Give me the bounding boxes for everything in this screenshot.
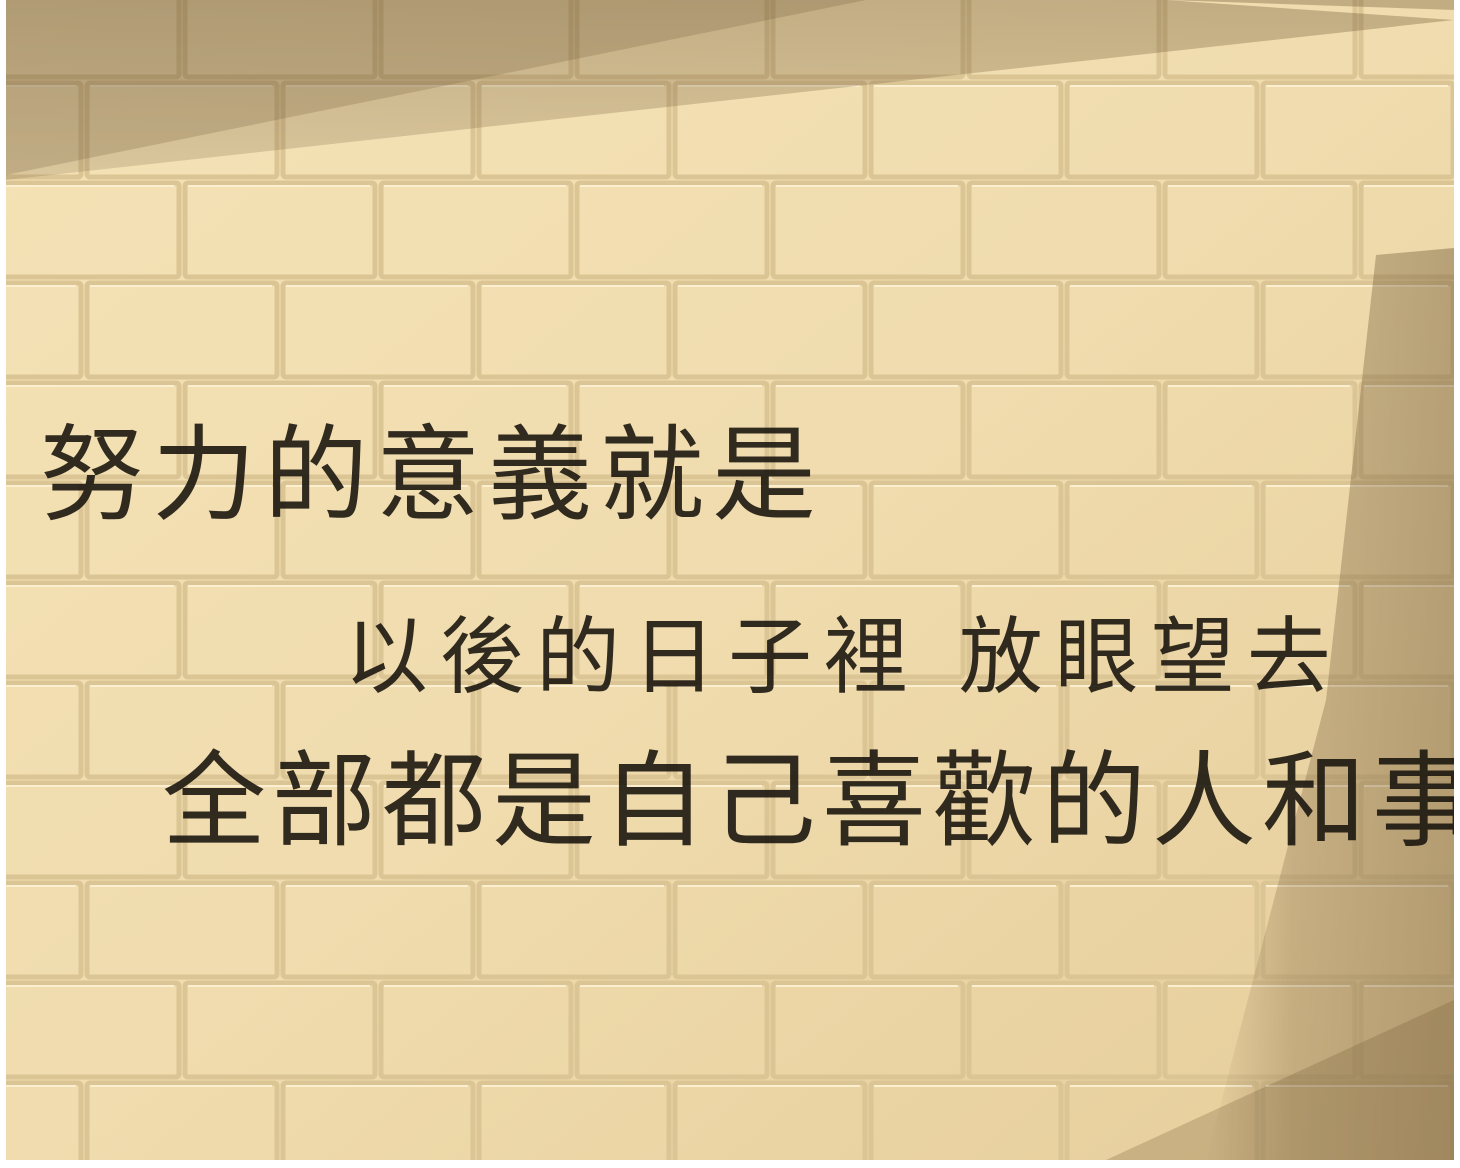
brick [770,380,966,480]
brick [476,280,672,380]
brick [280,1080,476,1160]
brick [280,680,476,780]
brick [378,780,574,880]
brick [770,780,966,880]
brick [6,1080,84,1160]
brick [574,980,770,1080]
brick [1064,480,1260,580]
brick [378,380,574,480]
brick [6,780,182,880]
right-shadow-area [1206,248,1454,1160]
brick [1064,880,1260,980]
brick [868,1080,1064,1160]
brick [574,380,770,480]
bottom-right-shadow [1106,1000,1454,1160]
brick [6,280,84,380]
brick [966,780,1162,880]
brick [280,880,476,980]
brick [672,680,868,780]
brick [966,980,1162,1080]
brick [182,780,378,880]
brick [1064,80,1260,180]
brick [182,380,378,480]
brick [672,1080,868,1160]
brick [1064,680,1260,780]
brick [868,280,1064,380]
brick [672,480,868,580]
handwriting-line-1: 努力的意義就是 [40,414,825,536]
brick [84,880,280,980]
brick [1358,180,1454,280]
top-left-shadow [6,0,866,175]
brick [966,180,1162,280]
brick [84,280,280,380]
brick [476,1080,672,1160]
brick [574,580,770,680]
brick [84,480,280,580]
brick [868,680,1064,780]
brick [1260,80,1454,180]
brick [378,980,574,1080]
brick [280,480,476,580]
brick [770,980,966,1080]
brick [182,980,378,1080]
brick [6,880,84,980]
brick [280,280,476,380]
brick [84,1080,280,1160]
brick [1162,180,1358,280]
handwriting-line-2: 以後的日子裡 放眼望去 [344,608,1343,706]
brick [966,380,1162,480]
brick [182,580,378,680]
brick [1064,280,1260,380]
handwriting-line-3: 全部都是自己喜歡的人和事 [162,740,1454,862]
brick [6,380,182,480]
brick-wall-photo: 努力的意義就是 以後的日子裡 放眼望去 全部都是自己喜歡的人和事 [6,0,1454,1160]
brick [672,880,868,980]
brick [966,580,1162,680]
brick-wall-illustration [6,0,1454,1160]
brick [672,280,868,380]
brick [378,180,574,280]
top-shadow-band [6,0,1454,180]
brick [476,880,672,980]
brick [1162,380,1358,480]
brick [84,680,280,780]
brick [6,180,182,280]
brick [6,480,84,580]
brick [6,980,182,1080]
brick [6,580,182,680]
brick [868,880,1064,980]
brick [574,780,770,880]
brick [868,80,1064,180]
brick [868,480,1064,580]
brick [476,680,672,780]
brick [574,180,770,280]
wall-base [6,0,1454,1160]
brick [770,180,966,280]
brick [476,480,672,580]
brick [770,580,966,680]
brick [378,580,574,680]
brick [182,180,378,280]
brick [6,680,84,780]
